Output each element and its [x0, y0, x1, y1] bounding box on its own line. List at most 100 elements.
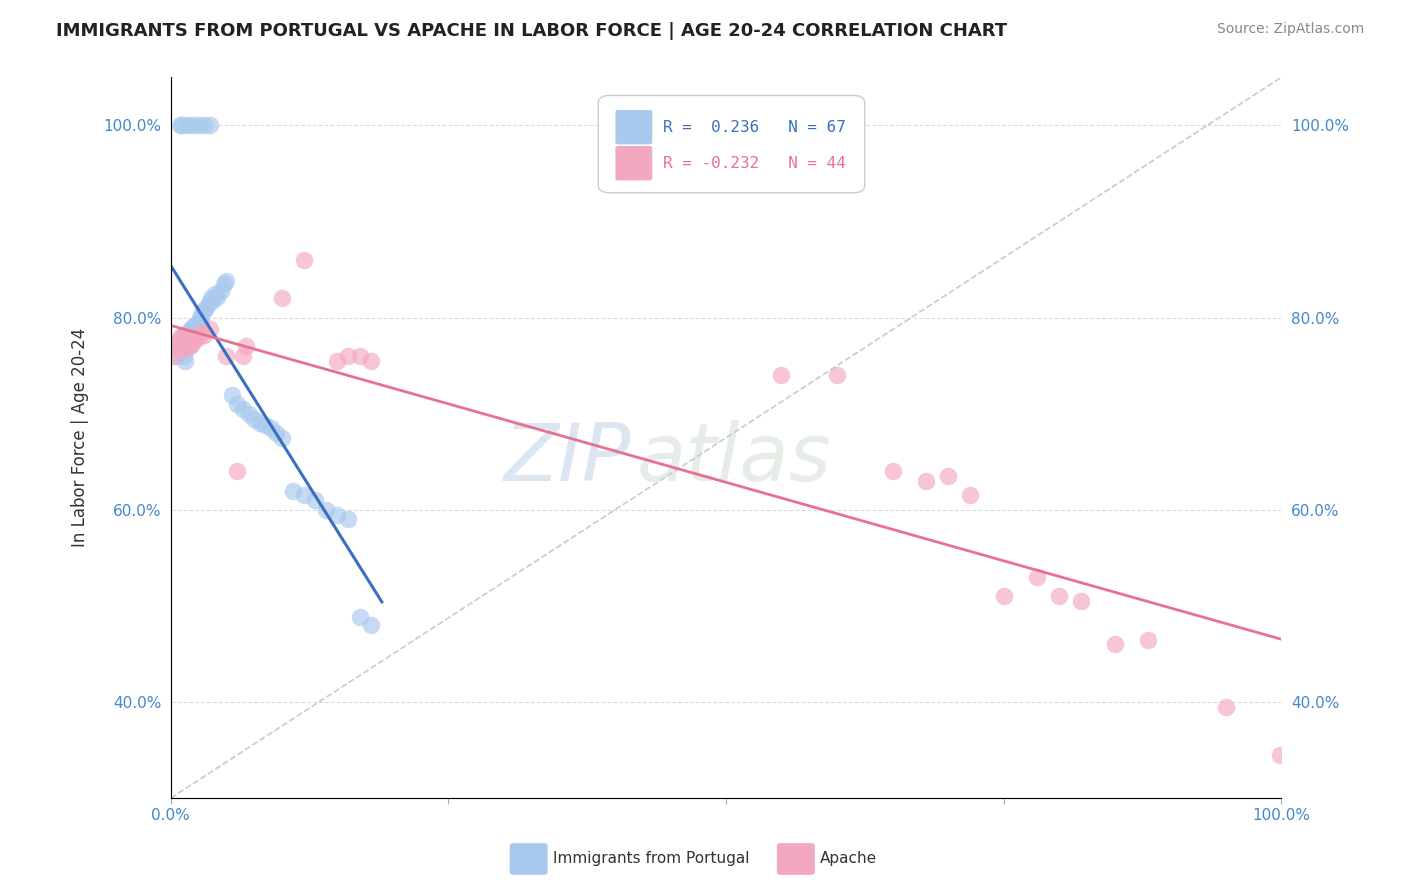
- Y-axis label: In Labor Force | Age 20-24: In Labor Force | Age 20-24: [72, 328, 89, 548]
- Point: [226, 464, 249, 478]
- Point: [207, 289, 229, 303]
- Point: [179, 330, 201, 344]
- Point: [914, 474, 936, 488]
- Point: [174, 354, 197, 368]
- Point: [198, 322, 221, 336]
- Point: [179, 339, 201, 353]
- Point: [176, 332, 198, 346]
- Point: [232, 349, 254, 363]
- Point: [360, 618, 382, 632]
- Point: [212, 277, 235, 291]
- Point: [163, 349, 186, 363]
- Point: [180, 322, 202, 336]
- Point: [215, 349, 238, 363]
- Point: [165, 339, 187, 353]
- Point: [993, 589, 1015, 603]
- Point: [177, 330, 200, 344]
- Point: [174, 334, 197, 349]
- Point: [326, 508, 349, 522]
- Point: [184, 325, 207, 339]
- Point: [181, 334, 204, 349]
- Point: [180, 337, 202, 351]
- Point: [292, 488, 315, 502]
- Point: [169, 342, 191, 356]
- Point: [226, 397, 249, 411]
- Point: [1047, 589, 1070, 603]
- Point: [174, 342, 197, 356]
- Point: [260, 421, 283, 435]
- Point: [193, 302, 215, 317]
- Point: [173, 349, 195, 363]
- Point: [281, 483, 304, 498]
- Point: [770, 368, 793, 383]
- Point: [181, 119, 204, 133]
- Point: [191, 325, 214, 339]
- FancyBboxPatch shape: [616, 146, 651, 180]
- Point: [304, 493, 326, 508]
- Point: [270, 292, 292, 306]
- Point: [337, 349, 360, 363]
- Point: [825, 368, 848, 383]
- Point: [183, 325, 205, 339]
- Point: [170, 330, 193, 344]
- Point: [170, 119, 193, 133]
- Point: [186, 322, 208, 336]
- Point: [209, 284, 232, 298]
- Point: [360, 354, 382, 368]
- Point: [187, 119, 209, 133]
- Point: [166, 334, 188, 349]
- Point: [235, 339, 257, 353]
- Point: [167, 334, 190, 349]
- Point: [172, 339, 194, 353]
- Point: [232, 401, 254, 416]
- Point: [202, 293, 225, 308]
- Text: atlas: atlas: [637, 420, 832, 499]
- Point: [1070, 594, 1092, 608]
- Text: Apache: Apache: [820, 852, 877, 866]
- Point: [172, 332, 194, 346]
- Point: [195, 301, 218, 315]
- Point: [1268, 747, 1291, 762]
- Point: [337, 512, 360, 526]
- Point: [170, 337, 193, 351]
- Point: [254, 418, 277, 433]
- Point: [176, 342, 198, 356]
- Point: [173, 339, 195, 353]
- Point: [169, 330, 191, 344]
- Point: [198, 119, 221, 133]
- Point: [1104, 637, 1126, 651]
- Point: [315, 503, 337, 517]
- Point: [186, 318, 208, 333]
- Point: [170, 344, 193, 359]
- Point: [170, 334, 193, 349]
- Text: Source: ZipAtlas.com: Source: ZipAtlas.com: [1216, 22, 1364, 37]
- FancyBboxPatch shape: [599, 95, 865, 193]
- Point: [326, 354, 349, 368]
- Point: [193, 119, 215, 133]
- Point: [176, 337, 198, 351]
- Point: [1136, 632, 1159, 647]
- Point: [177, 334, 200, 349]
- Point: [215, 274, 238, 288]
- Point: [882, 464, 904, 478]
- Point: [176, 334, 198, 349]
- Point: [270, 431, 292, 445]
- Point: [176, 325, 198, 339]
- Point: [176, 330, 198, 344]
- Point: [349, 610, 371, 624]
- Point: [243, 411, 266, 425]
- Point: [187, 330, 209, 344]
- Point: [238, 407, 260, 421]
- Point: [169, 119, 191, 133]
- Point: [936, 469, 959, 483]
- Point: [190, 312, 212, 326]
- Point: [197, 296, 219, 310]
- Point: [181, 327, 204, 342]
- Point: [184, 332, 207, 346]
- Text: R = -0.232   N = 44: R = -0.232 N = 44: [662, 156, 845, 170]
- Text: IMMIGRANTS FROM PORTUGAL VS APACHE IN LABOR FORCE | AGE 20-24 CORRELATION CHART: IMMIGRANTS FROM PORTUGAL VS APACHE IN LA…: [56, 22, 1007, 40]
- Point: [1215, 699, 1237, 714]
- Text: Immigrants from Portugal: Immigrants from Portugal: [553, 852, 749, 866]
- Point: [959, 488, 981, 502]
- Point: [193, 327, 215, 342]
